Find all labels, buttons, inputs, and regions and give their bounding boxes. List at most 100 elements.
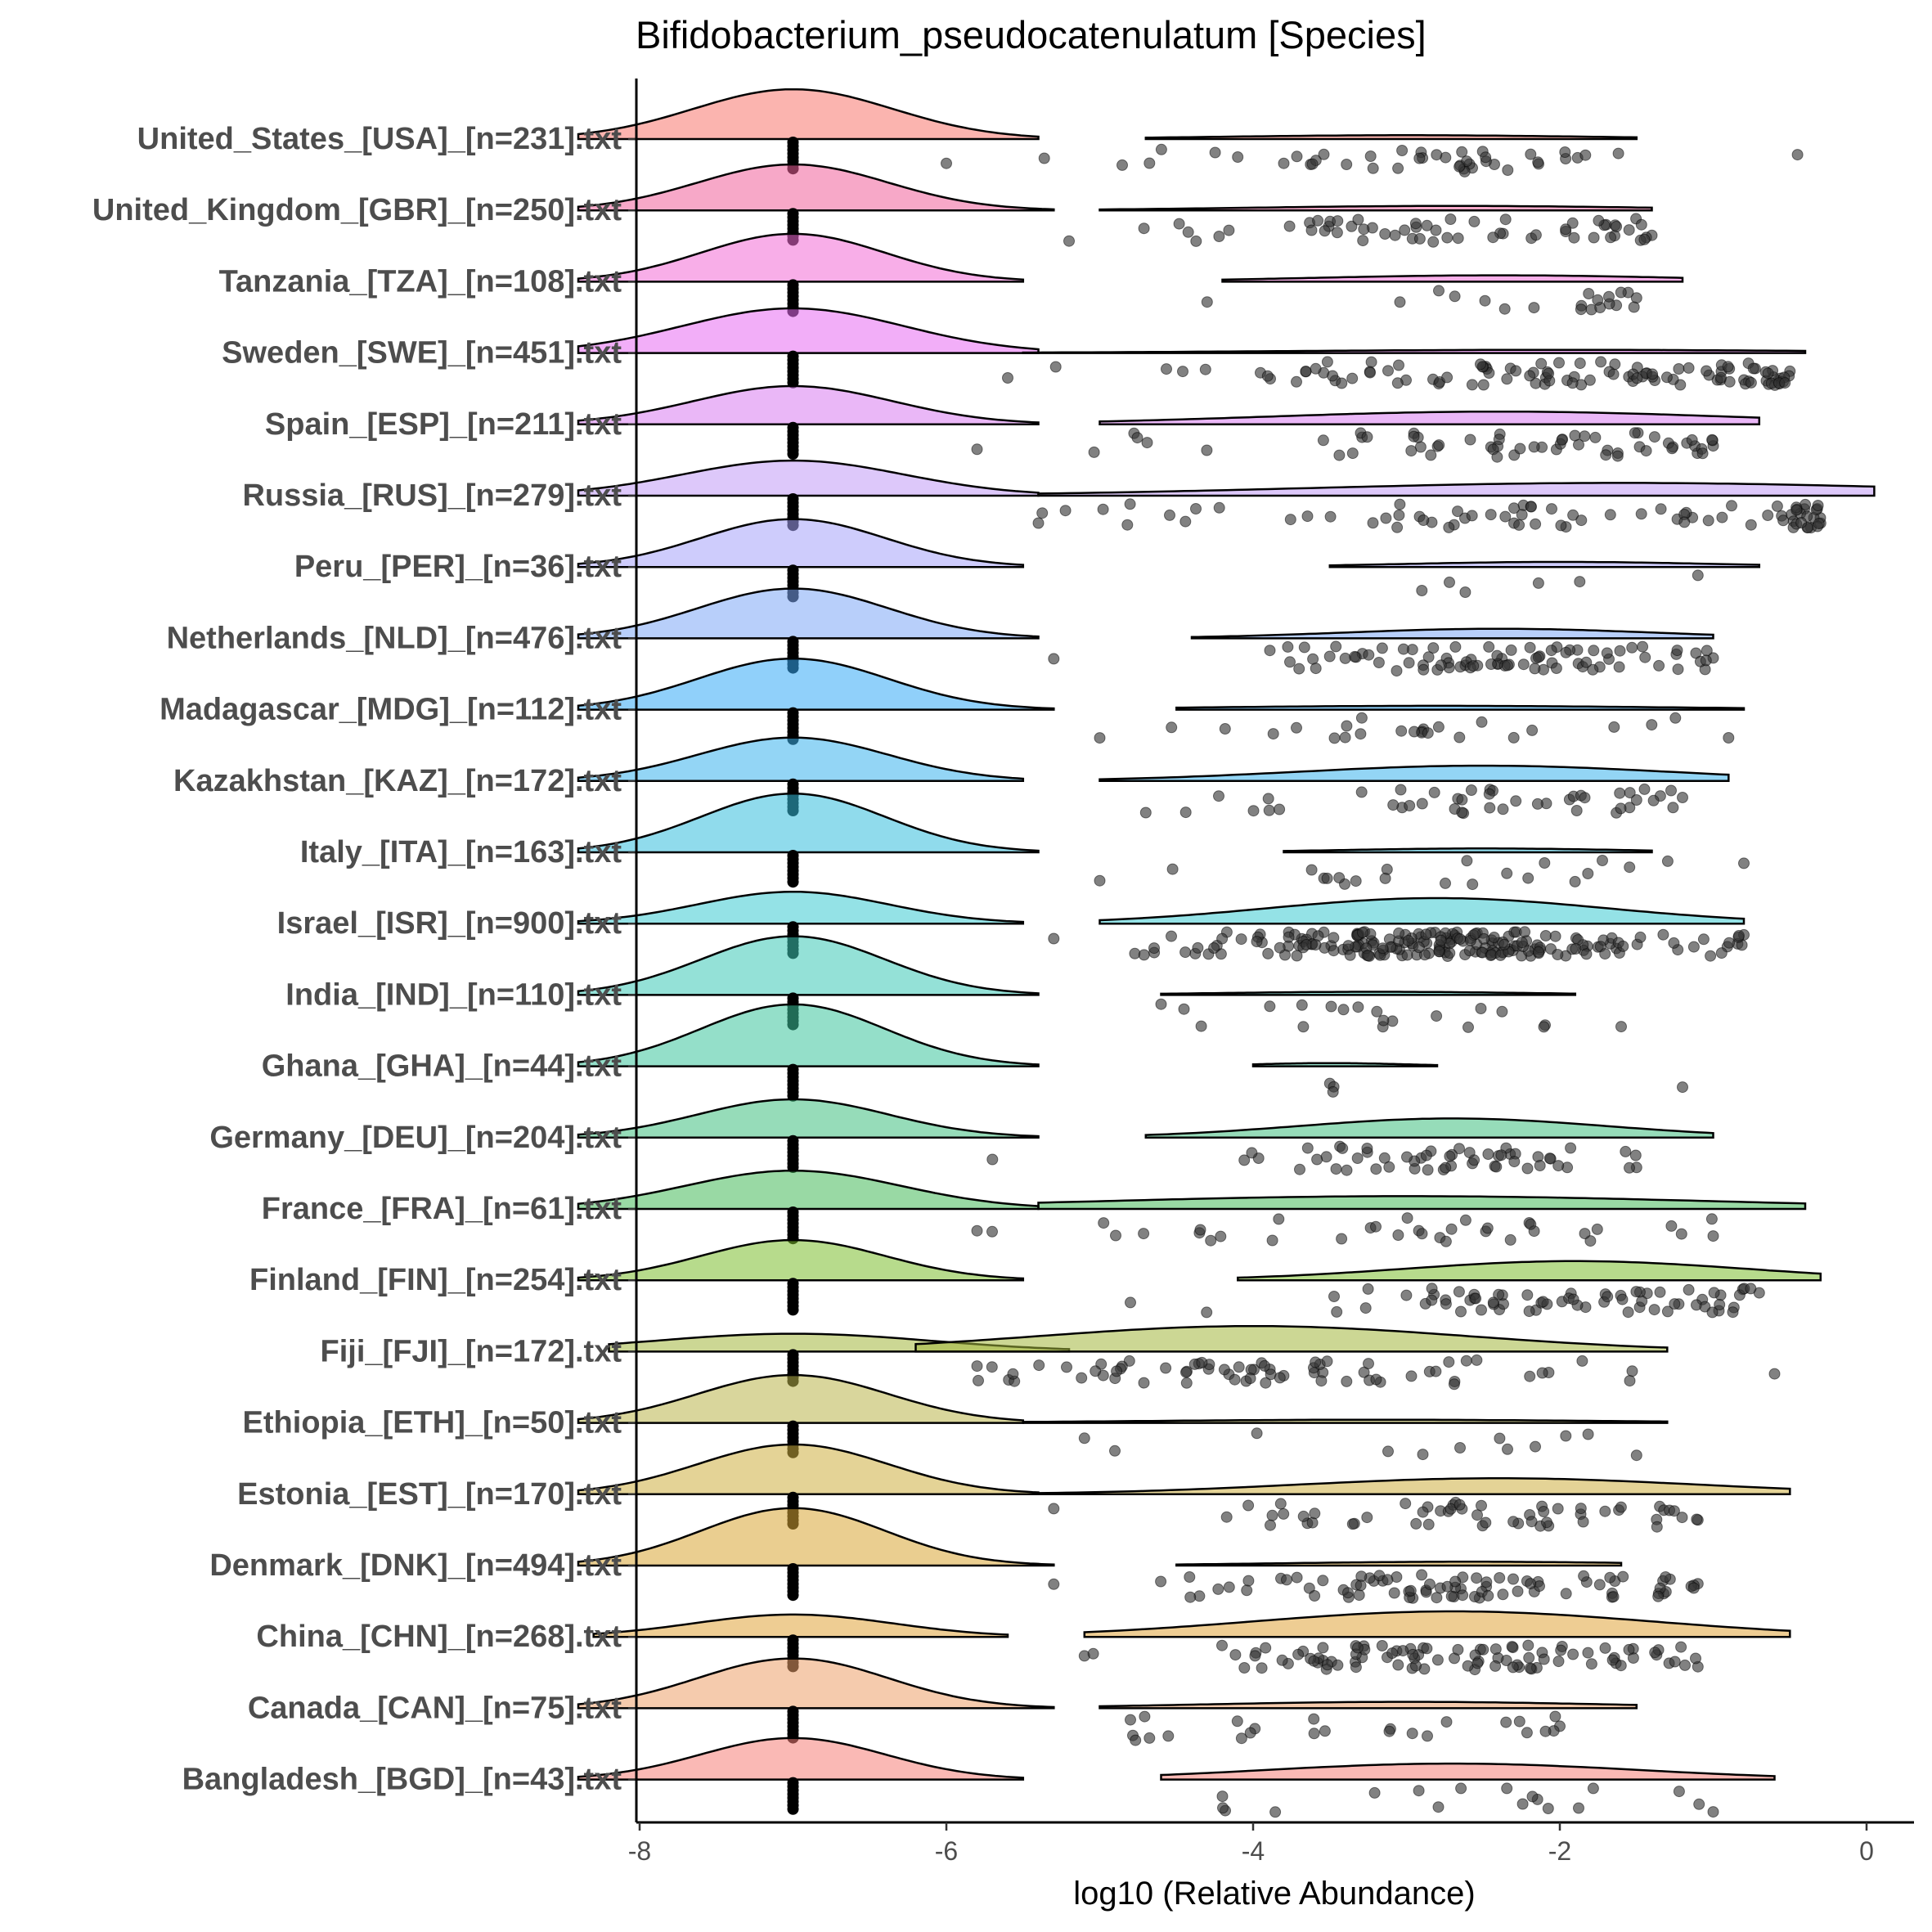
- data-point: [1498, 938, 1511, 950]
- data-point: [1416, 1228, 1428, 1240]
- ridge-row: [577, 1098, 1714, 1176]
- data-point: [1138, 1377, 1150, 1389]
- data-point: [1430, 224, 1442, 236]
- data-point: [1291, 1571, 1303, 1584]
- data-point: [1094, 874, 1106, 887]
- data-point: [1762, 367, 1774, 380]
- data-point: [1449, 290, 1461, 303]
- data-point: [1061, 1361, 1072, 1373]
- data-point: [1138, 949, 1150, 961]
- x-tick-label: -8: [628, 1836, 651, 1866]
- ridge-density-zero: [577, 88, 1040, 141]
- data-point: [1401, 949, 1413, 961]
- data-point: [1235, 1732, 1247, 1745]
- data-point: [1336, 1233, 1348, 1245]
- data-point: [1319, 1725, 1331, 1737]
- data-point: [1542, 1803, 1554, 1814]
- data-point: [1580, 948, 1593, 960]
- data-point: [1676, 1512, 1688, 1524]
- data-point: [1440, 877, 1451, 889]
- data-point: [1444, 576, 1455, 588]
- data-point: [1460, 1355, 1472, 1367]
- data-point: [1363, 1358, 1374, 1370]
- data-point: [1505, 644, 1517, 656]
- data-point: [1141, 437, 1153, 449]
- data-point: [1479, 294, 1491, 307]
- data-point: [1602, 1291, 1614, 1303]
- data-point: [1452, 1643, 1464, 1656]
- data-point: [1478, 932, 1490, 945]
- data-point: [1155, 998, 1167, 1010]
- data-point: [1346, 447, 1359, 460]
- data-point: [1560, 223, 1572, 236]
- data-point: [1692, 569, 1704, 582]
- data-point: [1569, 875, 1581, 887]
- data-point: [1387, 799, 1400, 811]
- category-label: China_[CHN]_[n=268].txt: [256, 1620, 622, 1654]
- data-point: [1629, 1149, 1642, 1161]
- data-point: [1599, 948, 1611, 960]
- data-point: [1420, 928, 1432, 941]
- data-point: [1454, 933, 1466, 946]
- data-point: [1665, 784, 1677, 797]
- data-point: [1506, 1641, 1518, 1653]
- data-point: [1453, 1498, 1466, 1511]
- data-point: [1244, 1727, 1256, 1739]
- data-point: [1361, 431, 1373, 443]
- ridge-density-zero: [577, 459, 1040, 497]
- data-point: [1500, 1716, 1512, 1728]
- data-point: [1524, 370, 1536, 382]
- data-point: [1435, 659, 1447, 672]
- data-point: [1687, 941, 1700, 953]
- data-point: [1413, 941, 1425, 954]
- data-point: [1480, 1516, 1492, 1529]
- data-point: [1528, 302, 1540, 314]
- data-point: [1260, 1642, 1272, 1654]
- data-point: [1686, 434, 1698, 446]
- data-point: [1432, 721, 1445, 733]
- data-point: [1634, 931, 1647, 943]
- data-point: [1388, 1587, 1400, 1599]
- data-point: [1747, 362, 1759, 375]
- data-point: [1560, 1430, 1572, 1442]
- data-point: [1555, 519, 1567, 532]
- data-point: [1392, 1659, 1404, 1671]
- category-label: Ethiopia_[ETH]_[n=50].txt: [243, 1406, 622, 1440]
- data-point: [1380, 512, 1392, 524]
- data-point: [1449, 640, 1462, 653]
- data-point: [1049, 361, 1062, 373]
- data-point: [1422, 1164, 1434, 1176]
- data-point: [1466, 510, 1478, 522]
- category-label: Estonia_[EST]_[n=170].txt: [237, 1477, 622, 1512]
- data-point: [1508, 1156, 1521, 1168]
- data-point: [1524, 1370, 1536, 1382]
- data-point: [1007, 1368, 1019, 1380]
- data-point: [1216, 1790, 1229, 1803]
- data-point: [1514, 443, 1526, 455]
- data-point: [1768, 1368, 1781, 1380]
- data-point: [1583, 288, 1595, 299]
- data-point: [1382, 1574, 1394, 1586]
- data-point: [1480, 151, 1492, 164]
- data-point: [1431, 149, 1443, 161]
- data-point: [986, 1153, 999, 1166]
- data-point: [1638, 233, 1651, 245]
- ridge-density-zero: [577, 1003, 1040, 1067]
- ridge-row: [577, 1003, 1688, 1102]
- data-point: [1615, 286, 1627, 299]
- data-point: [1428, 786, 1440, 798]
- data-point: [1528, 441, 1540, 453]
- data-point: [1426, 1283, 1438, 1295]
- data-point: [1195, 1020, 1207, 1032]
- data-point: [1184, 1591, 1197, 1603]
- ridge-density-nonzero: [1099, 764, 1730, 783]
- data-point: [1483, 640, 1495, 653]
- data-point: [1262, 947, 1274, 959]
- data-point: [1266, 1234, 1278, 1247]
- data-point: [1707, 1230, 1719, 1242]
- data-point: [1256, 1662, 1268, 1674]
- data-point: [1379, 872, 1391, 884]
- data-point: [971, 1360, 983, 1373]
- data-point: [1607, 368, 1620, 380]
- data-point: [1273, 1213, 1285, 1225]
